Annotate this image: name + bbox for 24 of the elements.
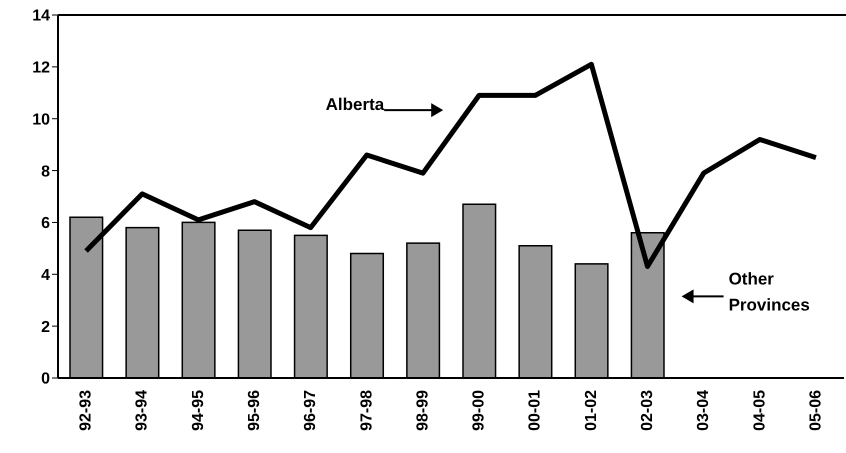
x-tick-label: 94-95	[190, 390, 207, 431]
legend-label: Other Provinces	[728, 269, 810, 314]
y-tick-label: 14	[32, 8, 50, 25]
y-tick-label: 10	[32, 111, 50, 128]
y-tick-label: 6	[41, 215, 50, 232]
x-tick-label: 05-06	[807, 390, 824, 431]
x-tick-label: 95-96	[246, 390, 263, 431]
x-tick-label: 99-00	[470, 390, 488, 431]
x-tick-label: 02-03	[639, 390, 656, 431]
x-tick-label: 00-01	[526, 390, 544, 431]
x-tick-label: 97-98	[358, 390, 376, 431]
y-tick-label: 12	[32, 60, 50, 77]
x-tick-label: 03-04	[695, 390, 712, 431]
x-tick-label: 96-97	[302, 390, 320, 431]
x-tick-label: 92-93	[78, 390, 95, 431]
y-tick-label: 2	[41, 318, 50, 336]
y-tick-label: 8	[41, 163, 50, 180]
y-tick-label: 4	[41, 266, 50, 284]
x-tick-label: 04-05	[751, 390, 768, 431]
x-tick-label: 98-99	[414, 390, 432, 431]
y-tick-label: 0	[41, 370, 50, 388]
text: Alberta	[326, 95, 385, 114]
x-tick-label: 01-02	[582, 390, 600, 431]
x-tick-label: 93-94	[134, 390, 151, 431]
